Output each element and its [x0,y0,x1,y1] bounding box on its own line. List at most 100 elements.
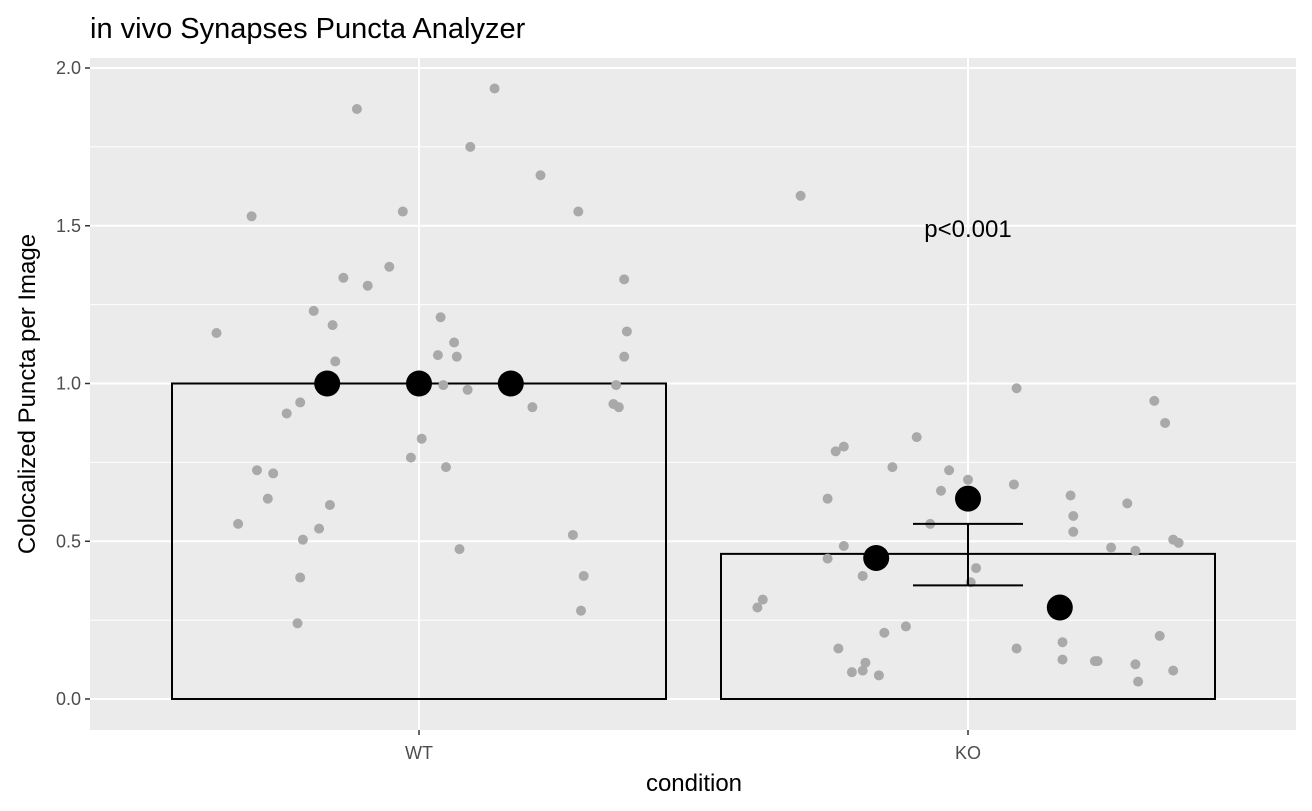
raw-point [435,312,446,323]
raw-point [846,667,857,678]
raw-point [573,206,584,217]
x-tick-label-ko: KO [955,743,981,763]
raw-point [833,643,844,654]
significance-annotation: p<0.001 [924,216,1011,243]
chart-title: in vivo Synapses Puncta Analyzer [90,13,526,45]
replicate-mean-point [497,370,524,397]
raw-point [1068,526,1079,537]
raw-point [327,320,338,331]
raw-point [281,408,292,419]
raw-point [822,493,833,504]
raw-point [621,326,632,337]
raw-point [1092,656,1103,667]
plot-panel [90,58,1296,730]
raw-point [887,462,898,473]
raw-point [233,518,244,529]
raw-point [838,441,849,452]
raw-point [1011,643,1022,654]
raw-point [1106,542,1117,553]
raw-point [857,665,868,676]
raw-point [405,452,416,463]
raw-point [211,328,222,339]
raw-point [262,493,273,504]
y-axis-title: Colocalized Puncta per Image [14,234,41,554]
raw-point [1130,659,1141,670]
raw-point [246,211,257,222]
y-tick-label: 2.0 [56,58,81,78]
replicate-mean-point [406,370,432,397]
raw-point [795,190,806,201]
raw-point [879,627,890,638]
raw-point [822,553,833,564]
replicate-mean-point [314,370,341,397]
raw-point [830,446,841,457]
y-tick-label: 1.5 [56,216,81,236]
raw-point [1065,490,1076,501]
raw-point [314,523,325,534]
raw-point [295,397,306,408]
raw-point [1149,395,1160,406]
raw-point [1154,630,1165,641]
raw-point [397,206,408,217]
raw-point [838,540,849,551]
raw-point [860,657,871,668]
raw-point [900,621,911,632]
raw-point [351,104,362,115]
raw-points [211,83,1184,687]
raw-point [1122,498,1133,509]
raw-point [462,384,473,395]
x-axis-title: condition [646,770,742,797]
raw-point [384,261,395,272]
raw-point [752,602,763,613]
raw-point [292,618,303,629]
raw-point [971,563,982,574]
raw-point [454,544,465,555]
raw-point [535,170,546,181]
raw-point [578,570,589,581]
raw-point [330,356,341,367]
raw-point [1057,637,1068,648]
raw-point [936,485,946,496]
axes: 0.0 0.5 1.0 1.5 2.0 WT KO [56,58,981,763]
raw-point [611,380,622,391]
raw-point [324,499,335,510]
raw-point [857,570,868,581]
raw-point [613,402,624,413]
raw-point [576,605,586,616]
raw-point [268,468,279,479]
raw-point [465,141,476,152]
raw-point [1011,383,1022,394]
raw-point [338,272,349,283]
raw-point [362,280,373,291]
raw-point [438,380,449,391]
raw-point [252,465,262,476]
raw-point [567,529,578,540]
raw-point [1160,417,1171,428]
raw-point [1008,479,1019,490]
replicate-means [314,370,1073,621]
raw-point [873,670,884,681]
annotations: p<0.001 [924,216,1011,243]
raw-point [619,351,630,362]
raw-point [297,534,308,545]
x-tick-label-wt: WT [405,743,433,763]
raw-point [451,351,462,362]
raw-point [911,432,922,443]
raw-point [1057,654,1068,665]
replicate-mean-point [955,485,981,512]
raw-point [1173,537,1184,548]
raw-point [619,274,630,285]
raw-point [963,474,973,485]
raw-point [944,465,955,476]
y-tick-label: 0.0 [56,689,81,709]
raw-point [527,402,538,413]
raw-point [757,594,768,605]
y-tick-label: 1.0 [56,374,81,394]
raw-point [449,337,460,348]
panel-background [90,58,1296,730]
error-bars [913,522,1023,587]
raw-point [1168,665,1179,676]
raw-point [1068,511,1079,522]
raw-point [308,305,319,316]
